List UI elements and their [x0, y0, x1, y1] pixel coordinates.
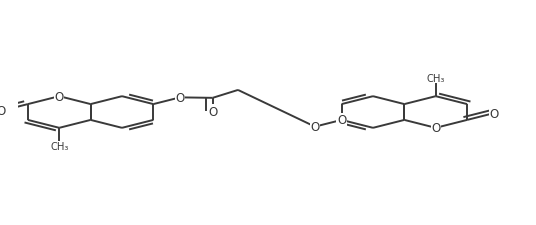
- Text: O: O: [489, 107, 498, 120]
- Text: O: O: [208, 105, 217, 118]
- Text: O: O: [310, 121, 319, 134]
- Text: O: O: [0, 105, 6, 118]
- Text: O: O: [55, 90, 64, 103]
- Text: CH₃: CH₃: [50, 142, 69, 152]
- Text: O: O: [175, 91, 185, 104]
- Text: O: O: [431, 122, 441, 135]
- Text: O: O: [337, 114, 346, 127]
- Text: CH₃: CH₃: [427, 73, 445, 83]
